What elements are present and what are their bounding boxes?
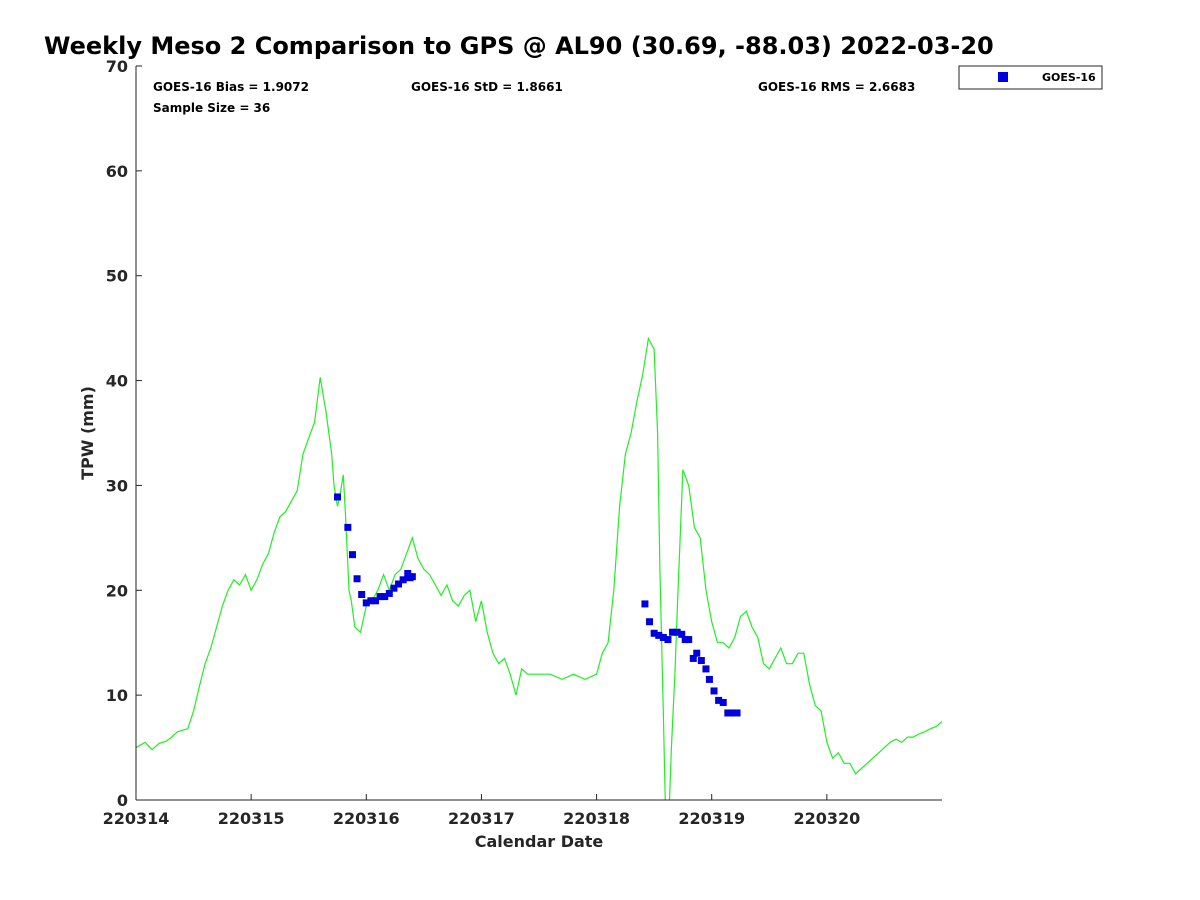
- goes16-point: [689, 654, 697, 662]
- goes16-point: [728, 709, 736, 717]
- goes16-point: [693, 649, 701, 657]
- goes16-point: [390, 584, 398, 592]
- goes16-point: [719, 698, 727, 706]
- y-tick-label: 10: [106, 686, 128, 705]
- y-axis-label: TPW (mm): [78, 386, 97, 480]
- goes16-point: [381, 593, 389, 601]
- goes16-point: [659, 633, 667, 641]
- goes16-point: [334, 493, 341, 501]
- goes16-point: [715, 696, 723, 704]
- x-tick-label: 220314: [103, 809, 170, 828]
- goes16-point: [395, 580, 403, 588]
- x-tick-label: 220319: [678, 809, 745, 828]
- legend: GOES-16: [958, 65, 1103, 90]
- x-tick-label: 220315: [218, 809, 285, 828]
- goes16-point: [348, 551, 356, 559]
- goes16-point: [678, 630, 686, 638]
- x-axis-label: Calendar Date: [475, 832, 604, 851]
- chart-title: Weekly Meso 2 Comparison to GPS @ AL90 (…: [44, 32, 994, 60]
- rms-stat: GOES-16 RMS = 2.6683: [758, 80, 915, 94]
- x-tick-label: 220318: [563, 809, 630, 828]
- goes16-point: [710, 687, 718, 695]
- goes-layer: [334, 493, 741, 717]
- y-tick-label: 20: [106, 581, 128, 600]
- goes16-point: [702, 665, 710, 673]
- y-tick-label: 50: [106, 267, 128, 286]
- sample-size-stat: Sample Size = 36: [153, 101, 270, 115]
- goes16-point: [385, 589, 393, 597]
- y-tick-label: 60: [106, 162, 128, 181]
- x-tick-label: 220316: [333, 809, 400, 828]
- plot-area: 0 10 20 30 40 50 60 70 220314 220315 220316 220317…: [103, 57, 942, 828]
- y-tick-label: 40: [106, 372, 128, 391]
- goes16-point: [705, 675, 713, 683]
- goes16-point: [685, 636, 693, 644]
- legend-box: [958, 65, 1103, 90]
- goes16-point: [697, 657, 705, 665]
- goes16-point: [358, 590, 366, 598]
- goes16-point: [646, 618, 654, 626]
- goes16-point: [724, 709, 732, 717]
- gps-tpw-line: [136, 336, 942, 800]
- goes16-point: [404, 570, 412, 578]
- goes16-point: [664, 636, 672, 644]
- goes16-point: [399, 576, 407, 584]
- y-tick-label: 30: [106, 476, 128, 495]
- x-axis-ticks: 220314 220315 220316 220317 220318 220319 2203…: [103, 794, 860, 828]
- goes16-point: [673, 628, 681, 636]
- legend-marker-goes16: [998, 72, 1008, 82]
- goes16-point: [733, 709, 741, 717]
- std-stat: GOES-16 StD = 1.8661: [411, 80, 563, 94]
- goes16-point: [669, 628, 677, 636]
- y-axis-ticks: 0 10 20 30 40 50 60 70: [106, 57, 142, 810]
- y-tick-label: 70: [106, 57, 128, 76]
- x-tick-label: 220317: [448, 809, 515, 828]
- goes16-point: [641, 600, 649, 608]
- legend-label-goes16: GOES-16: [1042, 71, 1096, 84]
- bias-stat: GOES-16 Bias = 1.9072: [153, 80, 309, 94]
- goes16-point: [650, 629, 658, 637]
- goes16-point: [408, 573, 416, 581]
- goes16-point: [376, 593, 384, 601]
- goes16-point: [362, 599, 370, 607]
- x-tick-label: 220320: [793, 809, 860, 828]
- goes16-point: [367, 597, 375, 605]
- goes16-point: [353, 575, 361, 583]
- y-tick-label: 0: [117, 791, 128, 810]
- goes16-point: [344, 523, 352, 531]
- goes16-point: [371, 597, 379, 605]
- goes16-point: [655, 631, 663, 639]
- gps-layer: [136, 336, 942, 800]
